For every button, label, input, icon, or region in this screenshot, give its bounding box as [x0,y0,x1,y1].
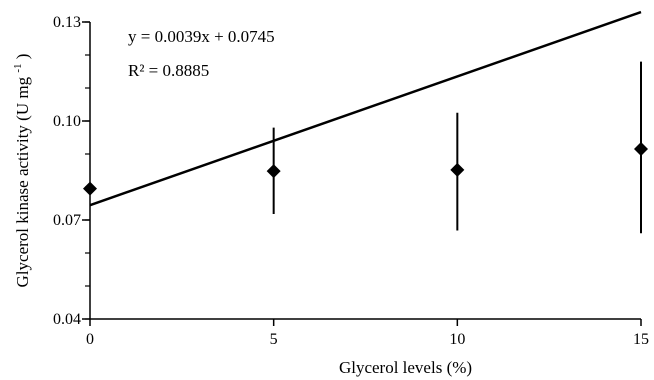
data-point [266,164,281,179]
x-tick-label: 5 [270,331,278,348]
data-point [450,162,465,177]
data-point [83,181,97,196]
axes: 0.04 0.07 0.10 0.13 0 5 10 15 [53,14,649,348]
y-tick-label: 0.13 [53,14,81,31]
x-tick-label: 0 [86,331,94,348]
r-squared-annotation: R² = 0.8885 [128,61,209,80]
x-axis-title: Glycerol levels (%) [339,358,472,377]
data-point [634,142,648,157]
x-tick-label: 15 [633,331,649,348]
y-axis-title: Glycerol kinase activity (U mg -1 ) [6,54,32,288]
y-axis-title-suffix: ) [13,54,32,60]
equation-annotation: y = 0.0039x + 0.0745 [128,27,275,46]
trend-line [89,10,642,207]
y-tick-label: 0.04 [53,311,81,328]
y-tick-label: 0.07 [53,212,81,229]
y-axis-title-main: Glycerol kinase activity (U mg [13,76,32,287]
y-axis-title-superscript: -1 [12,63,24,72]
y-tick-label: 0.10 [53,113,81,130]
x-tick-label: 10 [449,331,465,348]
plot-area [83,10,648,234]
